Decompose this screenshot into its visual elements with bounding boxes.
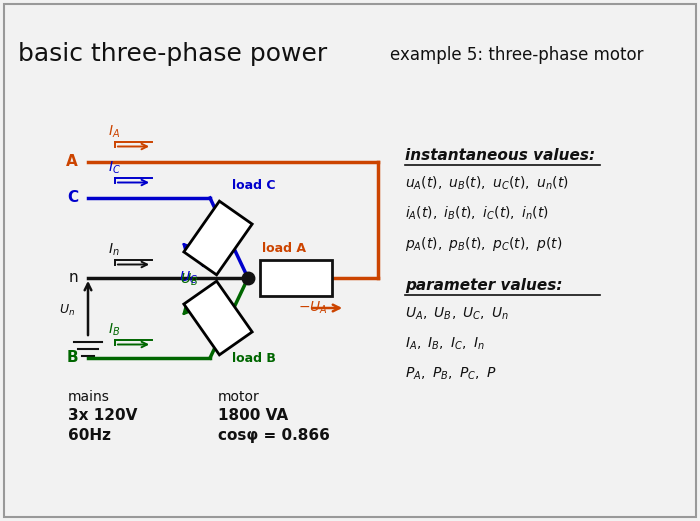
Polygon shape [184, 281, 252, 355]
Text: $U_B$: $U_B$ [180, 271, 198, 288]
FancyBboxPatch shape [4, 4, 696, 517]
Text: $U_n$: $U_n$ [59, 303, 75, 318]
Text: parameter values:: parameter values: [405, 278, 563, 293]
Text: load C: load C [232, 179, 276, 192]
Text: $p_A(t),\ p_B(t),\ p_C(t),\ p(t)$: $p_A(t),\ p_B(t),\ p_C(t),\ p(t)$ [405, 235, 562, 253]
Text: B: B [66, 351, 78, 366]
Text: $I_A,\ I_B,\ I_C,\ I_n$: $I_A,\ I_B,\ I_C,\ I_n$ [405, 336, 485, 352]
Text: $I_B$: $I_B$ [108, 321, 120, 338]
Text: $u_A(t),\ u_B(t),\ u_C(t),\ u_n(t)$: $u_A(t),\ u_B(t),\ u_C(t),\ u_n(t)$ [405, 175, 568, 192]
Text: $U_A,\ U_B,\ U_C,\ U_n$: $U_A,\ U_B,\ U_C,\ U_n$ [405, 306, 510, 322]
Text: $P_A,\ P_B,\ P_C,\ P$: $P_A,\ P_B,\ P_C,\ P$ [405, 366, 496, 382]
Text: $-U_A$: $-U_A$ [298, 300, 328, 316]
Text: mains: mains [68, 390, 110, 404]
Text: $U_C$: $U_C$ [179, 270, 198, 287]
Text: $I_n$: $I_n$ [108, 242, 120, 258]
Text: 1800 VA: 1800 VA [218, 408, 288, 423]
Text: motor: motor [218, 390, 260, 404]
Text: $I_A$: $I_A$ [108, 123, 120, 140]
Text: 3x 120V: 3x 120V [68, 408, 137, 423]
Text: $i_A(t),\ i_B(t),\ i_C(t),\ i_n(t)$: $i_A(t),\ i_B(t),\ i_C(t),\ i_n(t)$ [405, 205, 549, 222]
Text: load B: load B [232, 352, 276, 365]
Text: instantaneous values:: instantaneous values: [405, 148, 595, 163]
Text: C: C [67, 191, 78, 205]
Text: cosφ = 0.866: cosφ = 0.866 [218, 428, 330, 443]
Text: 60Hz: 60Hz [68, 428, 111, 443]
Bar [260, 260, 332, 296]
Text: load A: load A [262, 242, 306, 255]
Text: basic three-phase power: basic three-phase power [18, 42, 328, 66]
Text: n: n [69, 270, 78, 286]
Text: $I_C$: $I_C$ [108, 159, 121, 176]
Text: example 5: three-phase motor: example 5: three-phase motor [390, 46, 643, 64]
Polygon shape [184, 201, 252, 275]
Text: A: A [66, 155, 78, 169]
